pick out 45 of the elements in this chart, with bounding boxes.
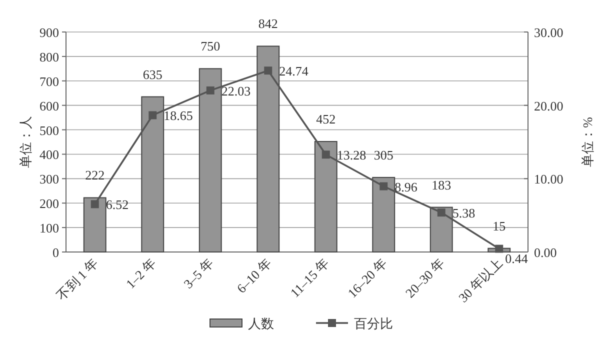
data-label: 452	[316, 112, 336, 127]
point	[380, 182, 388, 190]
data-label: 842	[258, 16, 278, 32]
y2-tick-label: 30.00	[534, 25, 564, 40]
data-label: 0.44	[505, 250, 528, 266]
y-tick-label: 400	[40, 147, 59, 162]
data-label: 635	[142, 66, 162, 82]
point	[437, 208, 446, 217]
data-label: 5.38	[452, 206, 476, 221]
y-tick-label: 300	[40, 172, 59, 187]
point	[206, 86, 214, 94]
y-tick-label: 900	[40, 25, 59, 40]
data-label: 222	[85, 168, 105, 183]
data-label: 305	[374, 147, 394, 162]
point	[495, 244, 504, 253]
data-label: 22.03	[221, 83, 251, 98]
data-label: 750	[200, 38, 220, 54]
point	[90, 200, 99, 208]
y-axis-title: 单位：人	[18, 116, 33, 168]
data-label: 15	[492, 218, 506, 234]
y2-tick-label: 10.00	[534, 172, 564, 187]
point	[148, 111, 157, 120]
y-tick-label: 500	[40, 122, 59, 138]
x-tick-label: 3–5 年	[180, 256, 216, 292]
data-label: 13.28	[336, 148, 366, 163]
y-tick-label: 800	[40, 49, 59, 64]
point	[264, 66, 272, 75]
x-tick-label: 30 年以上	[456, 256, 506, 306]
data-label: 24.74	[279, 64, 309, 79]
x-tick-label: 1–2 年	[122, 256, 159, 292]
data-label: 18.65	[164, 108, 193, 124]
y2-tick-label: 0.00	[534, 245, 557, 260]
y2-axis-title: 单位：%	[580, 116, 595, 167]
data-label: 183	[432, 177, 452, 192]
data-label: 6.52	[106, 197, 129, 212]
point	[322, 150, 330, 159]
x-tick-label: 6–10 年	[234, 256, 274, 296]
y-tick-label: 100	[40, 220, 59, 236]
y2-tick-label: 20.00	[534, 98, 564, 114]
y-tick-label: 600	[40, 98, 59, 114]
y-tick-label: 700	[40, 74, 59, 89]
legend-label: 人数	[248, 316, 274, 331]
data-label: 8.96	[394, 179, 418, 194]
y-tick-label: 200	[40, 196, 59, 212]
legend-label: 百分比	[354, 316, 393, 331]
